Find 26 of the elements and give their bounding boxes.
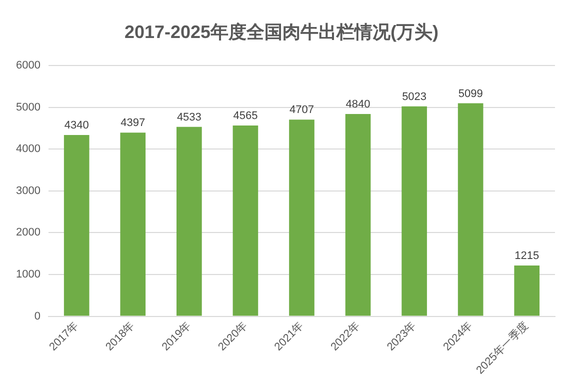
data-label: 4533: [176, 111, 202, 124]
bar: [514, 265, 540, 316]
bar: [64, 134, 90, 316]
y-tick-label: 4000: [16, 143, 40, 156]
data-label: 4840: [346, 98, 370, 111]
bar: [120, 132, 146, 316]
bar: [232, 126, 258, 316]
data-label: 1215: [514, 250, 540, 262]
data-label: 4340: [64, 119, 89, 132]
bar: [458, 103, 484, 316]
bar: [345, 114, 371, 316]
bar: [289, 120, 314, 316]
y-tick-label: 5000: [16, 101, 40, 114]
bar: [402, 106, 427, 316]
y-tick-label: 1000: [16, 268, 40, 281]
y-tick-label: 3000: [16, 184, 40, 197]
bar: [176, 126, 202, 316]
data-label: 4397: [120, 117, 146, 130]
data-label: 4707: [289, 104, 314, 116]
data-label: 5099: [458, 88, 483, 100]
chart-title: 2017-2025年度全国肉牛出栏情况(万头): [124, 22, 439, 42]
y-tick-label: 6000: [16, 60, 40, 72]
data-label: 5023: [402, 90, 427, 103]
y-tick-label: 2000: [16, 226, 40, 239]
data-label: 4565: [233, 110, 258, 122]
y-tick-label: 0: [34, 310, 40, 322]
